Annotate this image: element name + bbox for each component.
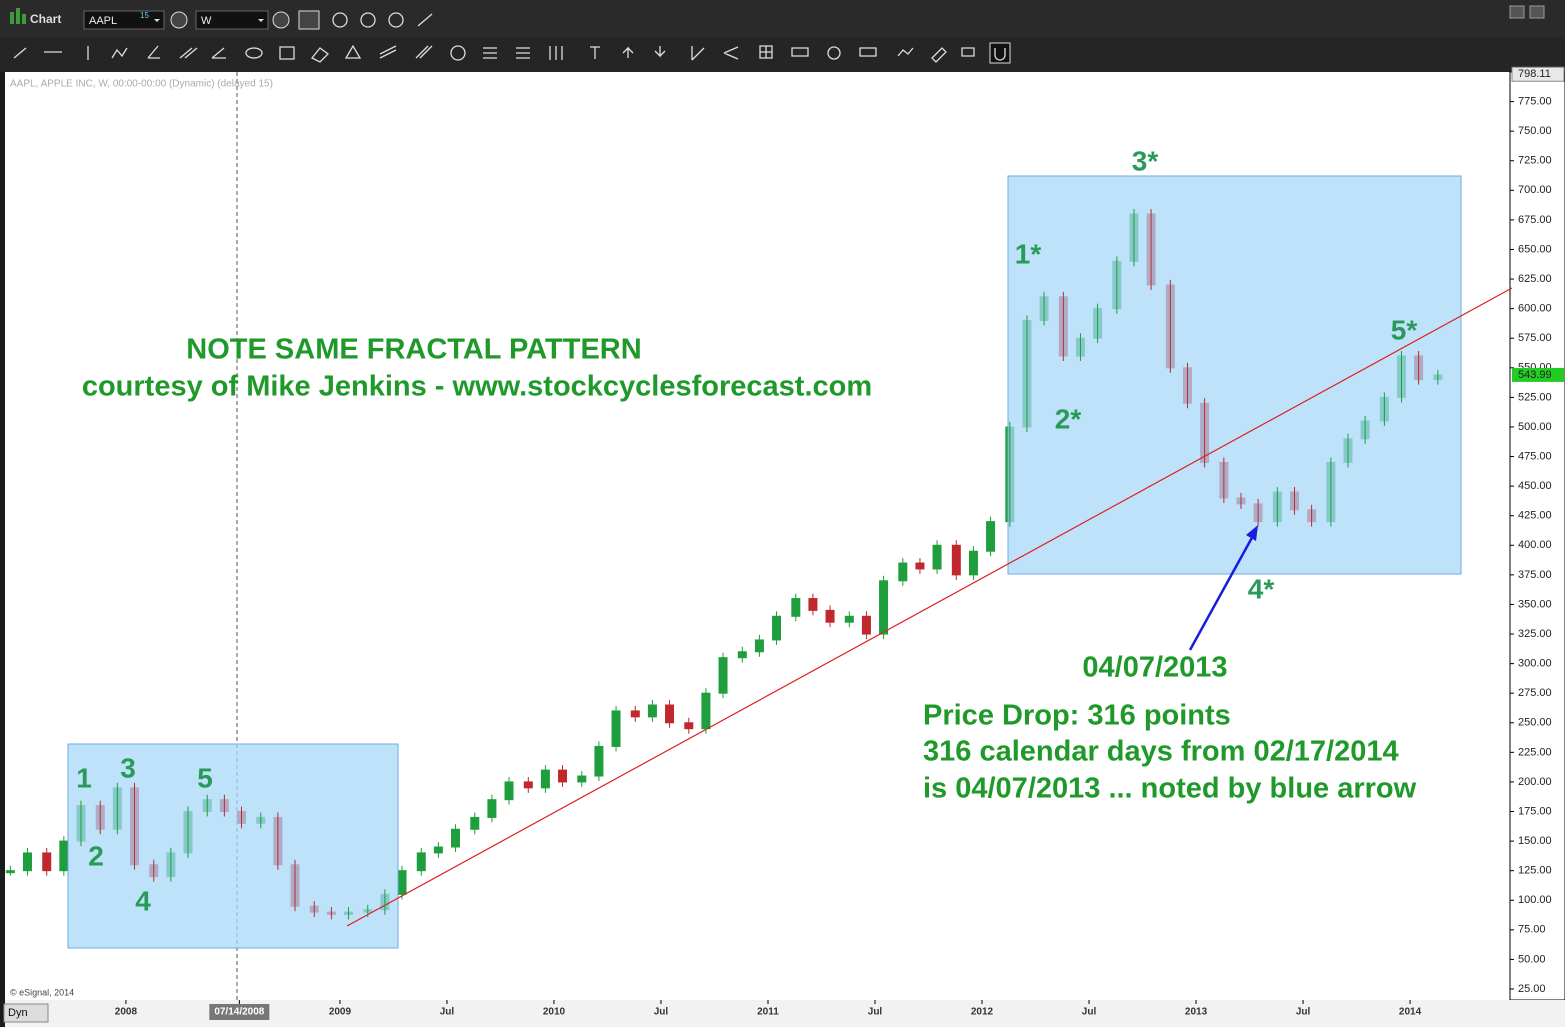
drawing-tools [13,42,1011,64]
max-price-label: 798.11 [1518,68,1551,80]
note: courtesy of Mike Jenkins - www.stockcycl… [82,371,872,403]
wave-label: 1* [1015,238,1042,269]
x-tick-label: Jul [1296,1007,1311,1018]
max-price-tag [1511,66,1565,82]
y-tick-label: 425.00 [1518,510,1552,522]
last-price-tag [1512,367,1564,382]
wave-label: 4* [1248,573,1275,604]
y-tick-label: 125.00 [1518,865,1552,877]
x-tick-label: 2010 [543,1007,566,1018]
x-tick-label: Jul [440,1007,455,1018]
x-tick-label: 2014 [1399,1007,1422,1018]
wave-label: 1 [76,762,92,793]
x-tick-label: Jul [1082,1007,1097,1018]
symbol-input[interactable] [83,10,165,30]
dropdown-arrow [154,19,160,22]
link-button[interactable] [417,13,433,27]
y-tick-label: 750.00 [1518,125,1552,137]
refresh-button[interactable] [332,12,348,28]
chart-icon [22,14,26,24]
wave-label: 5* [1391,314,1418,345]
wave-label: 3* [1132,145,1159,176]
y-tick-label: 575.00 [1518,332,1552,344]
y-tick-label: 450.00 [1518,480,1552,492]
y-tick-label: 250.00 [1518,717,1552,729]
wave-label: 2* [1055,403,1082,434]
chart-icon [16,8,20,24]
last-price-label: 543.99 [1518,369,1552,381]
y-tick-label: 350.00 [1518,598,1552,610]
restore-button[interactable] [1509,5,1525,19]
y-tick-label: 725.00 [1518,155,1552,167]
y-tick-label: 75.00 [1518,924,1546,936]
x-tick-label: 2008 [115,1007,138,1018]
y-tick-label: 200.00 [1518,776,1552,788]
wave-label: 5 [197,762,213,793]
x-tick-label: 2013 [1185,1007,1208,1018]
x-tick-label: Jul [654,1007,669,1018]
y-tick-label: 325.00 [1518,628,1552,640]
interval-input[interactable] [195,10,269,30]
interval: W [201,15,212,27]
y-tick-label: 525.00 [1518,391,1552,403]
tool-bar [0,37,1565,72]
y-tick-label: 175.00 [1518,805,1552,817]
dropdown-arrow [258,19,264,22]
y-tick-label: 25.00 [1518,983,1546,995]
mode-box[interactable] [3,1003,49,1023]
note: 316 calendar days from 02/17/2014 [923,736,1399,768]
y-tick-label: 400.00 [1518,539,1552,551]
crosshair-label-bg [209,1004,270,1020]
wave-label: 3 [120,752,136,783]
x-tick-label: 2011 [757,1007,779,1018]
x-tick-label: 2012 [971,1007,994,1018]
y-tick-label: 275.00 [1518,687,1552,699]
y-tick-label: 775.00 [1518,95,1552,107]
y-tick-label: 700.00 [1518,184,1552,196]
pattern-box [1007,175,1462,575]
symbol: AAPL [89,15,117,27]
note: is 04/07/2013 ... noted by blue arrow [923,773,1417,805]
x-tick-label: Jul [868,1007,883,1018]
tool-icons[interactable] [13,44,975,63]
time-button[interactable] [272,11,290,29]
x-tick-label: 2009 [329,1007,352,1018]
close-button[interactable] [1529,5,1545,19]
arrow-head [1246,525,1258,541]
y-tick-label: 100.00 [1518,894,1552,906]
wave-label: 2 [88,840,104,871]
pattern-box [67,743,399,949]
y-tick-label: 225.00 [1518,746,1552,758]
y-tick-label: 600.00 [1518,303,1552,315]
copyright: © eSignal, 2014 [10,987,74,997]
note: NOTE SAME FRACTAL PATTERN [186,334,641,366]
y-tick-label: 375.00 [1518,569,1552,581]
chart-icon [10,12,14,24]
alert-button[interactable] [388,12,404,28]
magnet-icon [994,48,1006,61]
y-tick-label: 500.00 [1518,421,1552,433]
settings-button[interactable] [170,11,188,29]
play-button[interactable] [360,12,376,28]
y-tick-label: 675.00 [1518,214,1552,226]
y-tick-label: 650.00 [1518,243,1552,255]
trend-line [346,287,1513,927]
blue-arrow [1188,533,1256,651]
y-tick-label: 625.00 [1518,273,1552,285]
tab-title: Chart [30,12,61,26]
chart-header: AAPL, APPLE INC, W, 00:00-00:00 (Dynamic… [10,79,273,90]
wave-label: 4 [135,885,151,916]
note: Price Drop: 316 points [923,700,1231,732]
x-tick-label: 07/14/2008 [214,1007,264,1018]
note: 04/07/2013 [1082,652,1227,684]
y-tick-label: 150.00 [1518,835,1552,847]
draw-button[interactable] [298,10,320,30]
y-axis-panel [1509,71,1565,1001]
y-tick-label: 475.00 [1518,450,1552,462]
symbol-badge: 15 [140,11,149,20]
y-tick-label: 50.00 [1518,953,1546,965]
y-tick-label: 300.00 [1518,658,1552,670]
footer-mode: Dyn [8,1007,28,1019]
